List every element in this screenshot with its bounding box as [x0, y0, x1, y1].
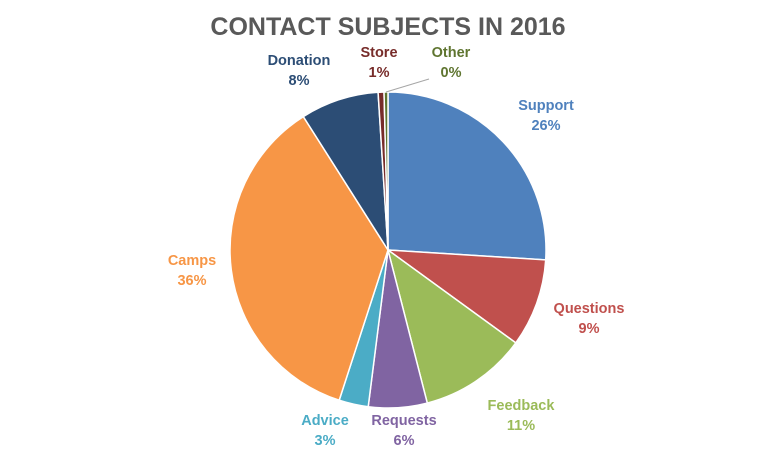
slice-value-advice: 3%	[315, 433, 336, 449]
slice-label-camps: Camps	[168, 253, 216, 269]
slice-label-other: Other	[432, 45, 471, 61]
slice-label-requests: Requests	[371, 413, 436, 429]
slice-label-feedback: Feedback	[488, 398, 556, 414]
slice-label-donation: Donation	[268, 53, 331, 69]
slice-labels: Support 26% Questions 9% Feedback 11% Requests…	[168, 45, 625, 449]
slice-value-feedback: 11%	[507, 418, 535, 434]
slice-label-support: Support	[518, 98, 574, 114]
pie-slice-camps	[229, 115, 389, 402]
slice-label-questions: Questions	[554, 301, 625, 317]
slice-value-store: 1%	[369, 65, 390, 81]
slice-value-camps: 36%	[177, 273, 206, 289]
slice-value-donation: 8%	[289, 73, 310, 89]
leader-line-other	[385, 78, 430, 93]
slice-label-store: Store	[360, 45, 397, 61]
slice-value-requests: 6%	[394, 433, 415, 449]
slice-label-advice: Advice	[301, 413, 349, 429]
leader-lines	[385, 78, 430, 93]
pie-slice-support	[387, 91, 547, 261]
slice-value-support: 26%	[531, 118, 560, 134]
slice-value-other: 0%	[441, 65, 462, 81]
pie-slice-questions	[385, 249, 547, 344]
chart-title: CONTACT SUBJECTS IN 2016	[210, 13, 565, 41]
pie-slices	[229, 91, 547, 409]
pie-slice-feedback	[386, 248, 517, 404]
slice-value-questions: 9%	[579, 321, 600, 337]
